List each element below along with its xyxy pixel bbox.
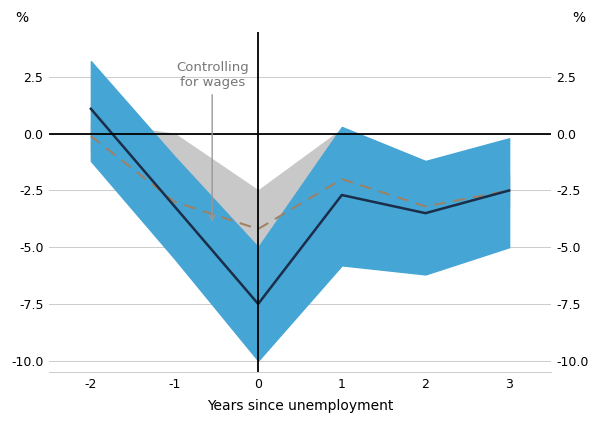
X-axis label: Years since unemployment: Years since unemployment	[207, 399, 393, 413]
Text: %: %	[572, 11, 585, 25]
Text: Controlling
for wages: Controlling for wages	[176, 61, 248, 220]
Text: %: %	[15, 11, 28, 25]
